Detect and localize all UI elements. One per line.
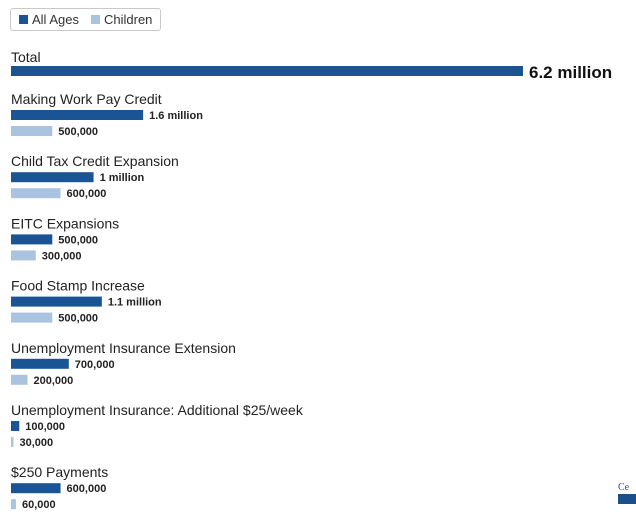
category-label-unemployment-insurance-extension: Unemployment Insurance Extension xyxy=(11,340,236,356)
value-label-all-ages-eitc-expansions: 500,000 xyxy=(58,234,98,246)
legend-label-children: Children xyxy=(103,12,153,27)
bar-all-ages-child-tax-credit-expansion xyxy=(11,172,94,183)
value-label-children-food-stamp-increase: 500,000 xyxy=(58,313,98,325)
bar-children-eitc-expansions xyxy=(11,250,36,261)
bar-all-ages-unemployment-insurance-additional-25-week xyxy=(11,421,20,431)
bar-all-ages-food-stamp-increase xyxy=(11,296,102,307)
value-label-children-unemployment-insurance-additional-25-week: 30,000 xyxy=(19,437,53,449)
value-label-children-eitc-expansions: 300,000 xyxy=(42,250,82,262)
legend-swatch-children xyxy=(90,15,100,24)
legend-swatch-all-ages xyxy=(19,15,28,24)
bar-children-unemployment-insurance-extension xyxy=(11,374,28,385)
bar-children-250-payments xyxy=(11,499,16,510)
bar-total-all-ages xyxy=(11,66,523,76)
bar-children-making-work-pay-credit xyxy=(11,126,53,136)
bar-all-ages-250-payments xyxy=(11,483,61,494)
category-label-eitc-expansions: EITC Expansions xyxy=(11,215,119,231)
value-label-all-ages-child-tax-credit-expansion: 1 million xyxy=(100,172,145,184)
bar-children-food-stamp-increase xyxy=(11,312,53,323)
value-label-all-ages-250-payments: 600,000 xyxy=(67,483,107,495)
value-label-children-making-work-pay-credit: 500,000 xyxy=(58,126,98,138)
value-label-children-child-tax-credit-expansion: 600,000 xyxy=(67,188,107,200)
bar-children-unemployment-insurance-additional-25-week xyxy=(11,437,14,447)
value-label-total: 6.2 million xyxy=(529,63,612,82)
value-label-children-unemployment-insurance-extension: 200,000 xyxy=(34,375,74,387)
value-label-all-ages-food-stamp-increase: 1.1 million xyxy=(108,297,162,309)
chart-legend: All Ages Children xyxy=(10,8,162,31)
legend-label-all-ages: All Ages xyxy=(32,12,79,27)
value-label-all-ages-unemployment-insurance-additional-25-week: 100,000 xyxy=(25,421,65,433)
category-label-food-stamp-increase: Food Stamp Increase xyxy=(11,278,145,294)
logo: Ce xyxy=(618,482,636,508)
bar-children-child-tax-credit-expansion xyxy=(11,188,61,199)
category-label-250-payments: $250 Payments xyxy=(11,464,108,480)
category-label-total: Total xyxy=(11,49,41,65)
value-label-children-250-payments: 60,000 xyxy=(22,499,56,511)
bar-all-ages-making-work-pay-credit xyxy=(11,110,144,120)
logo-text: Ce xyxy=(618,482,630,493)
logo-mark xyxy=(618,494,636,504)
category-label-child-tax-credit-expansion: Child Tax Credit Expansion xyxy=(11,153,179,169)
category-label-unemployment-insurance-additional-25-week: Unemployment Insurance: Additional $25/w… xyxy=(11,402,304,418)
legend-item-all-ages: All Ages xyxy=(19,12,79,27)
value-label-all-ages-making-work-pay-credit: 1.6 million xyxy=(149,110,203,122)
bar-all-ages-eitc-expansions xyxy=(11,234,53,245)
value-label-all-ages-unemployment-insurance-extension: 700,000 xyxy=(75,359,115,371)
bar-all-ages-unemployment-insurance-extension xyxy=(11,358,69,369)
legend-item-children: Children xyxy=(90,12,153,27)
category-label-making-work-pay-credit: Making Work Pay Credit xyxy=(11,91,162,107)
